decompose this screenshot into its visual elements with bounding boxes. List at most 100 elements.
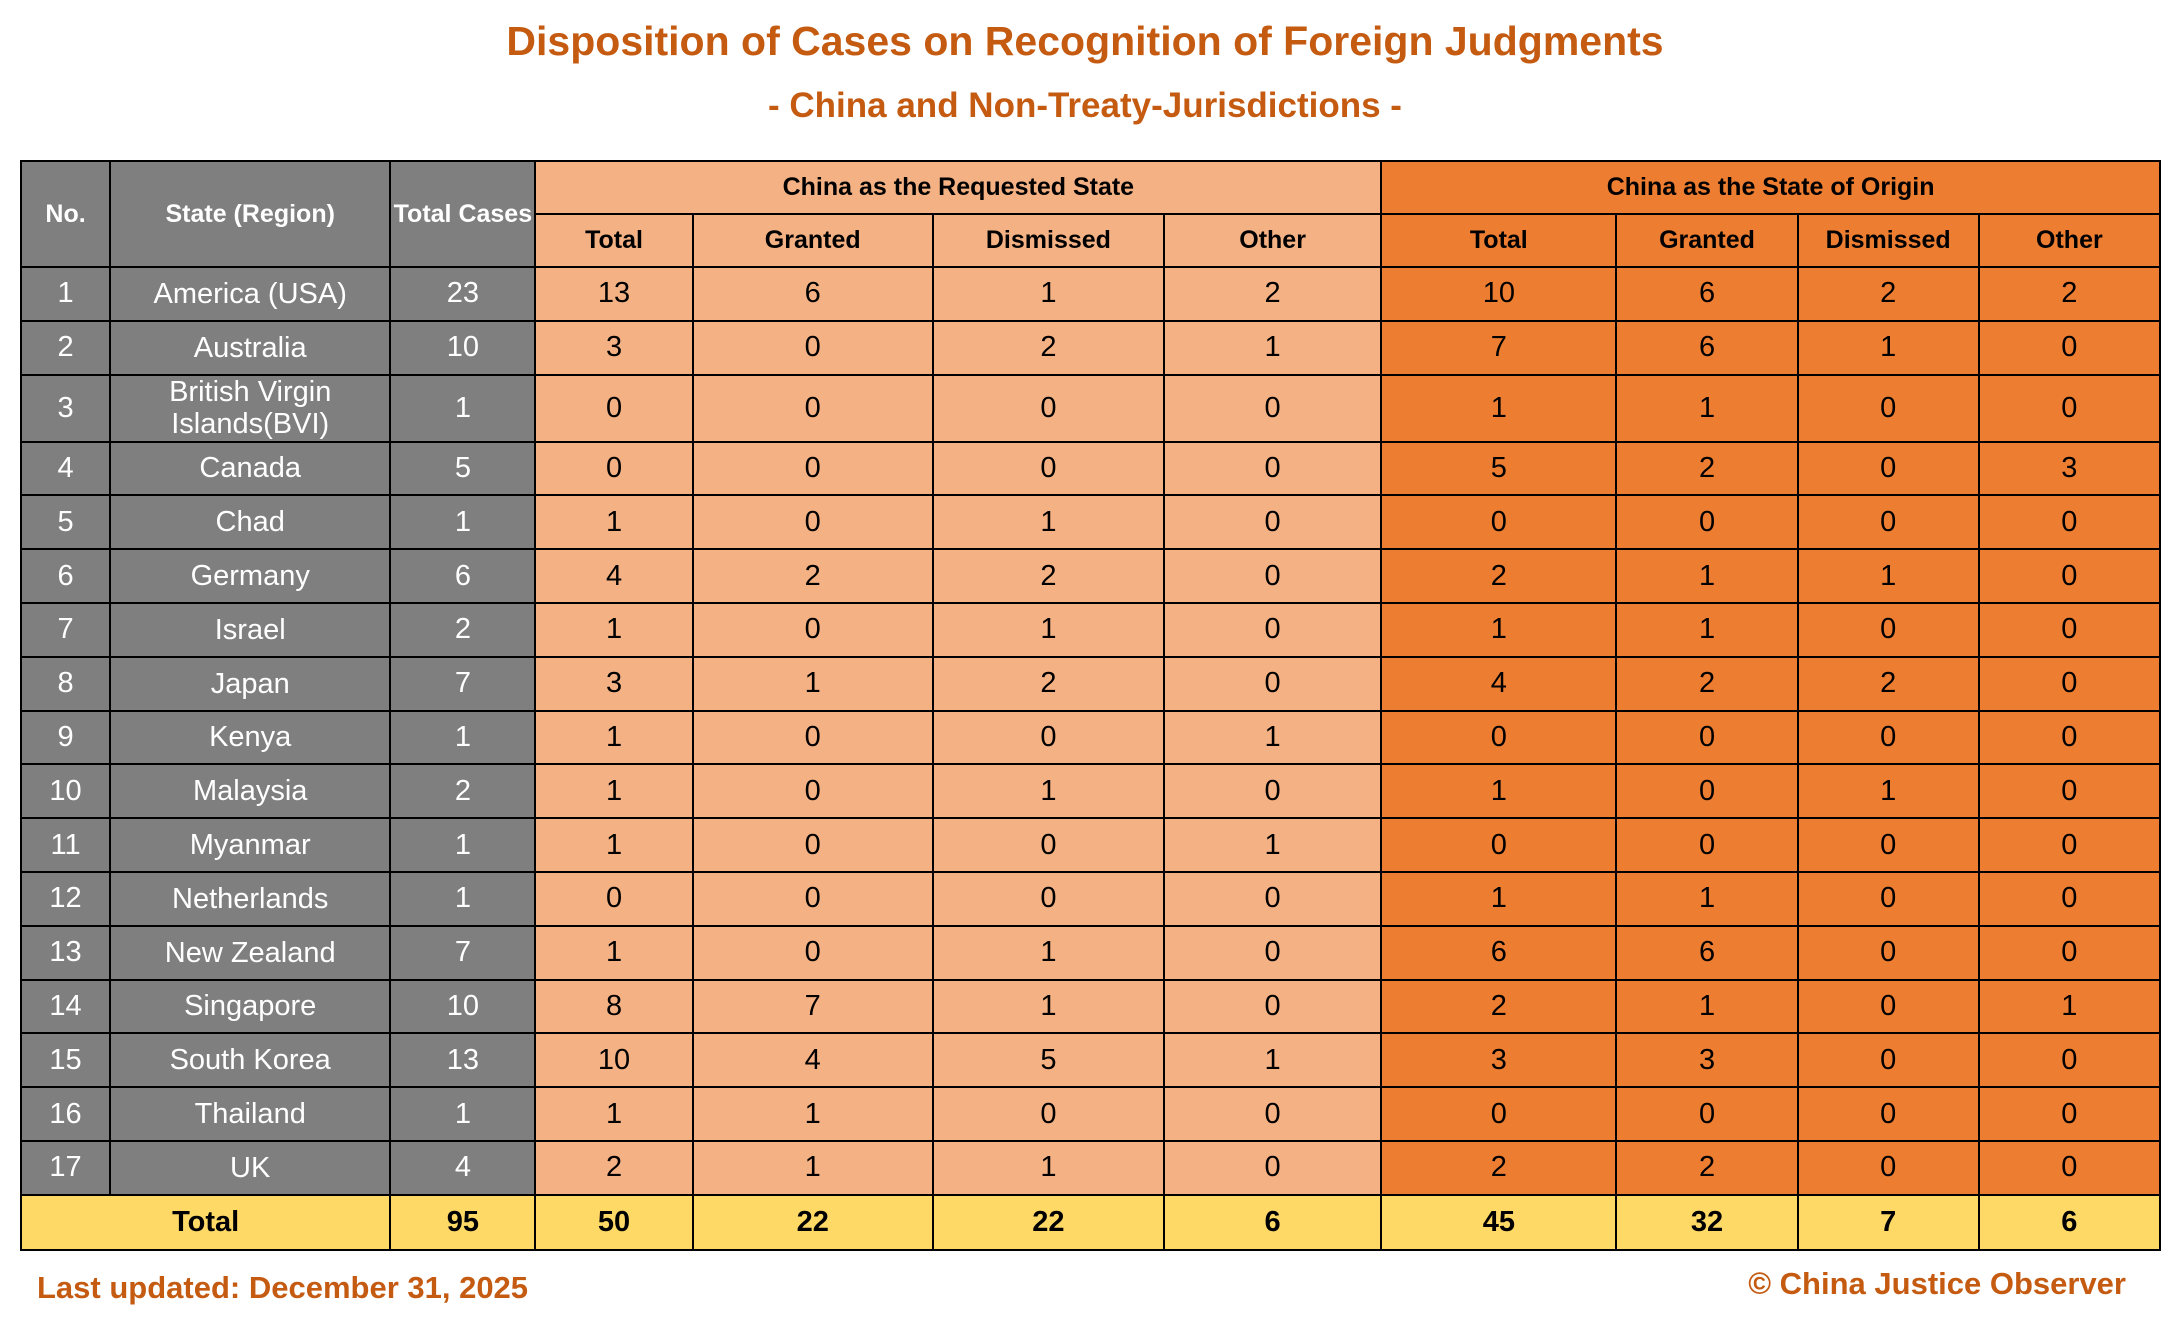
- row-orig-granted: 0: [1615, 763, 1799, 820]
- row-orig-granted: 1: [1615, 548, 1799, 604]
- row-orig-other: 0: [1977, 1086, 2162, 1142]
- row-req-dismissed: 1: [931, 924, 1166, 981]
- table-row: 15 South Korea 13 10 4 5 1 3 3 0 0: [19, 1032, 2162, 1089]
- total-orig-total: 45: [1380, 1193, 1618, 1251]
- row-req-total: 1: [534, 924, 694, 981]
- header-state: State (Region): [109, 160, 392, 268]
- table-row: 9 Kenya 1 1 0 0 1 0 0 0 0: [19, 709, 2162, 766]
- row-state: UK: [109, 1139, 392, 1196]
- row-req-other: 0: [1162, 548, 1383, 604]
- row-orig-dismissed: 1: [1796, 319, 1980, 376]
- row-orig-dismissed: 0: [1796, 1032, 1980, 1089]
- row-req-dismissed: 1: [931, 978, 1166, 1035]
- row-req-dismissed: 2: [931, 319, 1166, 376]
- row-req-granted: 0: [691, 924, 934, 981]
- row-orig-granted: 2: [1615, 655, 1799, 712]
- row-orig-dismissed: 0: [1796, 494, 1980, 551]
- row-req-other: 0: [1162, 440, 1383, 497]
- row-orig-total: 1: [1380, 763, 1618, 820]
- row-req-other: 1: [1162, 319, 1383, 376]
- row-number: 11: [19, 817, 112, 873]
- row-orig-other: 0: [1977, 817, 2162, 873]
- table-row: 13 New Zealand 7 1 0 1 0 6 6 0 0: [19, 924, 2162, 981]
- total-req-granted: 22: [691, 1193, 934, 1251]
- row-req-other: 0: [1162, 924, 1383, 981]
- row-orig-dismissed: 0: [1796, 601, 1980, 658]
- row-req-granted: 0: [691, 373, 934, 443]
- row-orig-dismissed: 0: [1796, 870, 1980, 927]
- row-req-other: 0: [1162, 494, 1383, 551]
- row-orig-granted: 6: [1615, 266, 1799, 322]
- row-total-cases: 1: [389, 373, 537, 443]
- row-req-other: 0: [1162, 601, 1383, 658]
- row-req-total: 8: [534, 978, 694, 1035]
- header-req-other: Other: [1162, 213, 1383, 268]
- row-req-total: 1: [534, 763, 694, 820]
- row-total-cases: 1: [389, 494, 537, 551]
- row-orig-other: 0: [1977, 373, 2162, 443]
- row-req-other: 0: [1162, 655, 1383, 712]
- table-row: 7 Israel 2 1 0 1 0 1 1 0 0: [19, 601, 2162, 658]
- row-req-granted: 0: [691, 601, 934, 658]
- row-orig-other: 3: [1977, 440, 2162, 497]
- row-total-cases: 1: [389, 709, 537, 766]
- row-orig-other: 0: [1977, 494, 2162, 551]
- row-total-cases: 6: [389, 548, 537, 604]
- header-orig-granted: Granted: [1615, 213, 1799, 268]
- row-orig-total: 0: [1380, 494, 1618, 551]
- row-total-cases: 13: [389, 1032, 537, 1089]
- row-req-total: 1: [534, 601, 694, 658]
- row-orig-other: 0: [1977, 601, 2162, 658]
- row-orig-dismissed: 0: [1796, 709, 1980, 766]
- row-req-dismissed: 2: [931, 548, 1166, 604]
- total-label: Total: [19, 1193, 392, 1251]
- row-req-dismissed: 0: [931, 870, 1166, 927]
- row-req-dismissed: 1: [931, 266, 1166, 322]
- row-req-total: 1: [534, 1086, 694, 1142]
- row-req-dismissed: 0: [931, 817, 1166, 873]
- row-number: 4: [19, 440, 112, 497]
- row-orig-other: 0: [1977, 870, 2162, 927]
- row-total-cases: 1: [389, 1086, 537, 1142]
- row-orig-other: 0: [1977, 655, 2162, 712]
- row-number: 9: [19, 709, 112, 766]
- row-orig-granted: 1: [1615, 870, 1799, 927]
- row-req-other: 0: [1162, 373, 1383, 443]
- header-total-cases: Total Cases: [389, 160, 537, 268]
- row-req-dismissed: 1: [931, 494, 1166, 551]
- row-total-cases: 23: [389, 266, 537, 322]
- row-total-cases: 10: [389, 319, 537, 376]
- row-req-total: 13: [534, 266, 694, 322]
- row-req-granted: 7: [691, 978, 934, 1035]
- row-state: South Korea: [109, 1032, 392, 1089]
- row-state: Canada: [109, 440, 392, 497]
- row-req-total: 0: [534, 440, 694, 497]
- table-row: 14 Singapore 10 8 7 1 0 2 1 0 1: [19, 978, 2162, 1035]
- row-orig-granted: 2: [1615, 440, 1799, 497]
- row-orig-total: 1: [1380, 373, 1618, 443]
- row-req-granted: 4: [691, 1032, 934, 1089]
- row-req-total: 0: [534, 373, 694, 443]
- row-orig-granted: 0: [1615, 709, 1799, 766]
- row-req-granted: 6: [691, 266, 934, 322]
- row-total-cases: 5: [389, 440, 537, 497]
- row-number: 7: [19, 601, 112, 658]
- row-orig-total: 0: [1380, 709, 1618, 766]
- total-row: Total 95 50 22 22 6 45 32 7 6: [19, 1193, 2162, 1251]
- row-number: 8: [19, 655, 112, 712]
- row-state: Australia: [109, 319, 392, 376]
- row-req-dismissed: 0: [931, 709, 1166, 766]
- row-orig-granted: 6: [1615, 319, 1799, 376]
- row-req-total: 3: [534, 319, 694, 376]
- table-row: 12 Netherlands 1 0 0 0 0 1 1 0 0: [19, 870, 2162, 927]
- header-no: No.: [19, 160, 112, 268]
- row-total-cases: 10: [389, 978, 537, 1035]
- row-req-total: 1: [534, 709, 694, 766]
- row-req-dismissed: 0: [931, 1086, 1166, 1142]
- row-state: America (USA): [109, 266, 392, 322]
- row-state: Malaysia: [109, 763, 392, 820]
- row-total-cases: 4: [389, 1139, 537, 1196]
- row-orig-total: 1: [1380, 601, 1618, 658]
- row-state: Israel: [109, 601, 392, 658]
- header-req-granted: Granted: [691, 213, 934, 268]
